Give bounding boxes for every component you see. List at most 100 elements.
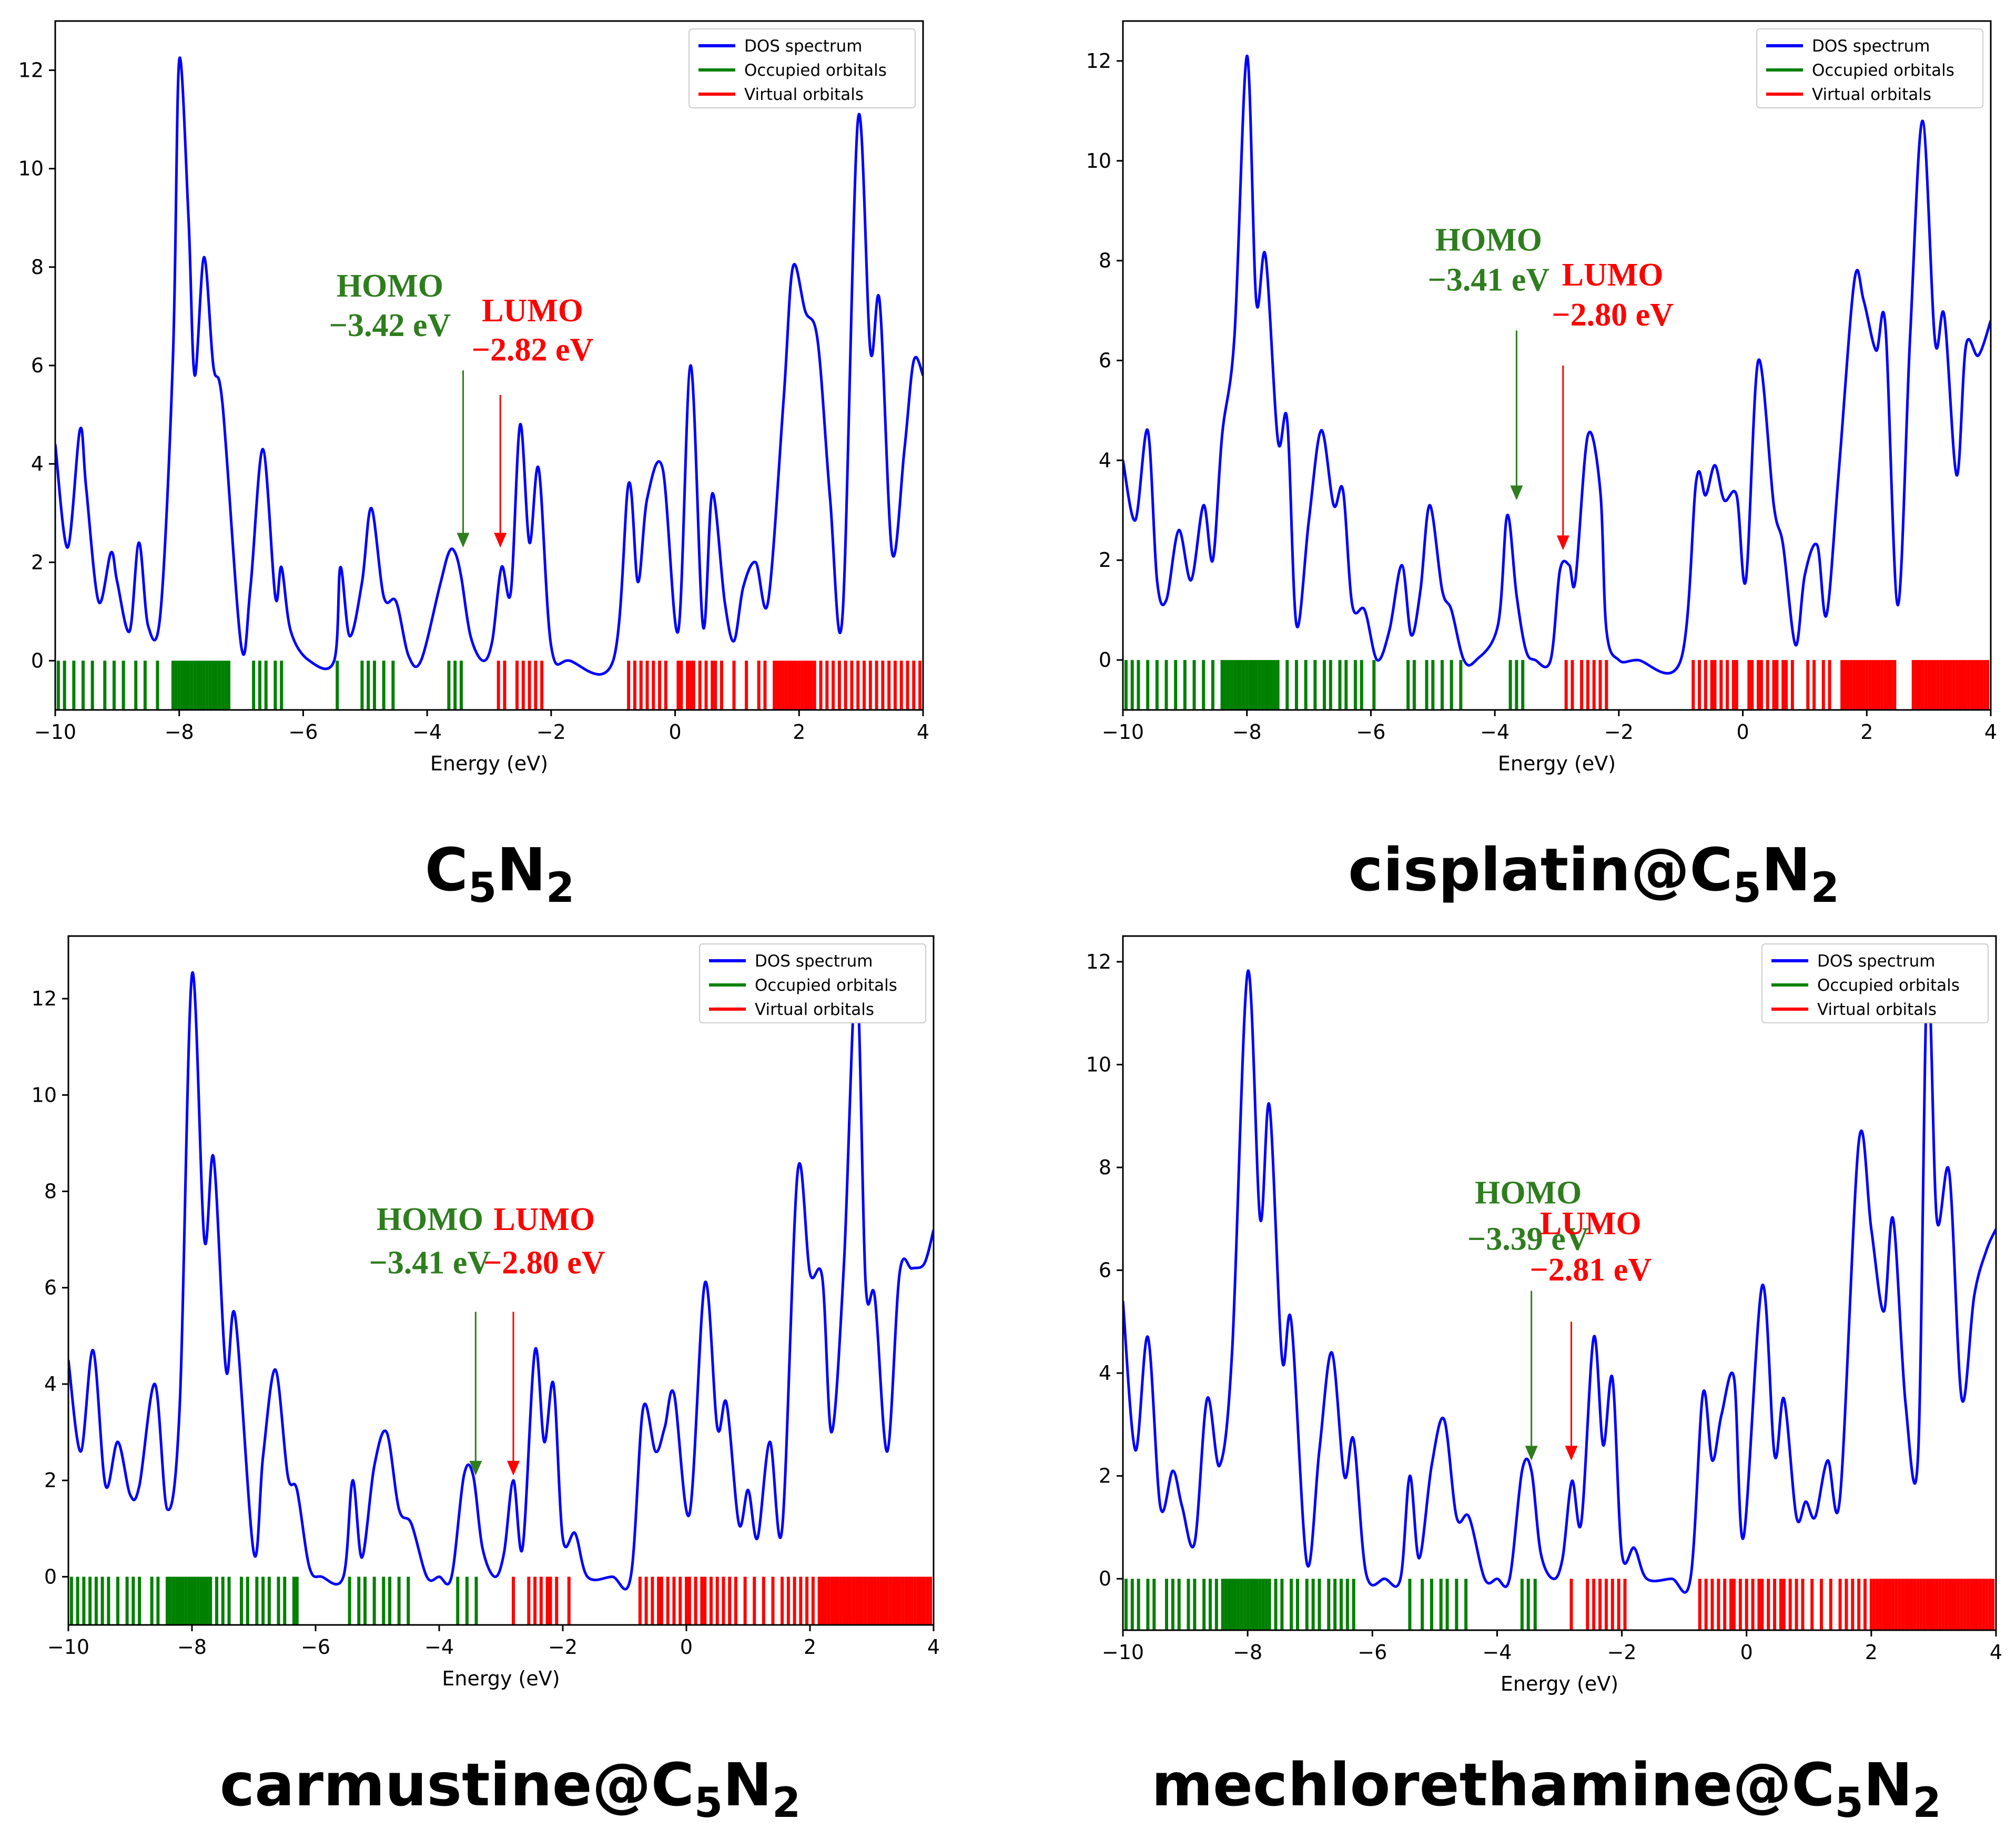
lumo-label: LUMO (1540, 1206, 1642, 1242)
y-tick-label: 4 (1099, 449, 1111, 472)
x-tick-label: −8 (1232, 720, 1262, 744)
lumo-arrow-head (1565, 1446, 1578, 1461)
y-tick-label: 10 (32, 1083, 57, 1106)
x-tick-label: −2 (1604, 720, 1634, 744)
y-tick-label: 2 (31, 551, 44, 574)
caption-main: C (1689, 836, 1733, 904)
y-tick-label: 12 (18, 59, 44, 82)
homo-label: HOMO (1435, 222, 1542, 258)
homo-value: −3.41 eV (369, 1245, 491, 1280)
lumo-label: LUMO (1562, 257, 1664, 293)
caption-prefix: cisplatin@ (1348, 836, 1690, 904)
homo-value: −3.41 eV (1428, 262, 1550, 298)
legend-entry: Virtual orbitals (1812, 85, 1931, 104)
homo-arrow-head (1510, 485, 1523, 501)
homo-arrow-head (469, 1461, 482, 1476)
y-tick-label: 12 (1086, 49, 1111, 73)
x-axis-label: Energy (eV) (442, 1667, 560, 1690)
chart-panel-carmustine: −10 −8 −6 −4 −2 0 2 4 0 2 4 6 8 10 12 Energy (eV) DOS sp… (0, 915, 947, 1735)
lumo-value: −2.81 eV (1529, 1252, 1652, 1288)
legend-entry: Virtual orbitals (1817, 1000, 1937, 1019)
x-tick-label: 4 (1984, 720, 1997, 744)
homo-label: HOMO (377, 1202, 483, 1237)
x-tick-label: −10 (34, 720, 76, 744)
y-tick-label: 2 (1099, 548, 1111, 572)
y-tick-label: 4 (1099, 1361, 1111, 1385)
lumo-arrow-head (494, 533, 507, 548)
y-tick-label: 10 (1086, 149, 1111, 172)
dos-chart-cisplatin: −10 −8 −6 −4 −2 0 2 4 0 2 4 6 8 10 12 Energy (eV) DOS sp… (1086, 20, 1997, 775)
x-tick-label: 2 (1860, 720, 1873, 744)
lumo-value: −2.80 eV (483, 1245, 605, 1280)
y-tick-label: 8 (1099, 249, 1111, 272)
y-tick-label: 10 (18, 157, 44, 180)
caption-mid: N (723, 1751, 772, 1819)
x-tick-label: 2 (804, 1635, 816, 1659)
lumo-label: LUMO (493, 1202, 595, 1237)
caption-sub2: 2 (545, 864, 575, 912)
legend-entry: Occupied orbitals (744, 61, 887, 80)
dos-spectrum-line (55, 56, 923, 676)
legend-entry: DOS spectrum (755, 952, 873, 971)
chart-panel-cisplatin: −10 −8 −6 −4 −2 0 2 4 0 2 4 6 8 10 12 Energy (eV) DOS sp… (1068, 0, 2014, 820)
dos-chart-mechlorethamine: −10 −8 −6 −4 −2 0 2 4 0 2 4 6 8 10 12 Energy (eV) DOS sp… (1086, 935, 2002, 1695)
x-axis-label: Energy (eV) (1501, 1672, 1618, 1695)
caption-mid: N (497, 836, 546, 904)
plot-frame (67, 935, 935, 1626)
x-tick-label: 4 (1990, 1641, 2002, 1664)
y-tick-label: 0 (44, 1565, 57, 1588)
dos-spectrum-line (1123, 54, 1991, 675)
y-tick-label: 4 (31, 452, 44, 475)
legend-box (1756, 28, 1983, 108)
homo-arrow-head (457, 533, 470, 548)
dos-spectrum-line (68, 971, 934, 1591)
caption-sub2: 2 (772, 1779, 801, 1827)
y-tick-label: 0 (1099, 648, 1111, 672)
x-tick-label: 0 (1736, 720, 1749, 744)
caption-cisplatin: cisplatin@C5N2 (1147, 836, 2016, 909)
homo-value: −3.39 eV (1467, 1221, 1589, 1257)
legend-entry: Virtual orbitals (744, 85, 864, 104)
legend-entry: Occupied orbitals (1812, 61, 1954, 80)
dos-spectrum-line (1123, 967, 1996, 1594)
chart-panel-mechlorethamine: −10 −8 −6 −4 −2 0 2 4 0 2 4 6 8 10 12 Energy (eV) DOS sp… (1068, 915, 2014, 1735)
x-tick-label: −8 (165, 720, 194, 744)
x-tick-label: −10 (47, 1635, 89, 1659)
x-tick-label: −2 (1607, 1641, 1637, 1664)
x-tick-label: 4 (917, 720, 929, 744)
x-tick-label: −4 (412, 720, 442, 744)
caption-prefix: carmustine@ (219, 1751, 651, 1819)
legend-box (1761, 943, 1989, 1023)
x-axis-label: Energy (eV) (1498, 752, 1616, 775)
y-tick-label: 2 (1099, 1465, 1111, 1488)
caption-prefix: mechlorethamine@ (1151, 1751, 1792, 1819)
caption-carmustine: carmustine@C5N2 (63, 1751, 957, 1824)
legend-entry: DOS spectrum (1817, 952, 1936, 971)
x-tick-label: 0 (668, 720, 681, 744)
homo-label: HOMO (337, 268, 443, 304)
x-tick-label: −8 (177, 1635, 207, 1659)
y-tick-label: 8 (44, 1180, 57, 1203)
y-tick-label: 6 (1099, 349, 1111, 372)
x-tick-label: −4 (1480, 720, 1510, 744)
legend-entry: DOS spectrum (1812, 37, 1930, 56)
legend-entry: DOS spectrum (744, 37, 863, 56)
legend-entry: Occupied orbitals (755, 976, 897, 995)
y-tick-label: 12 (32, 987, 57, 1010)
lumo-arrow-head (507, 1461, 520, 1476)
caption-sub1: 5 (694, 1779, 723, 1827)
lumo-value: −2.82 eV (472, 332, 594, 368)
lumo-value: −2.80 eV (1552, 297, 1674, 333)
caption-sub1: 5 (468, 864, 497, 912)
homo-value: −3.42 eV (329, 308, 451, 343)
x-tick-label: 0 (680, 1635, 693, 1659)
caption-main: C (651, 1751, 694, 1819)
caption-mid: N (1863, 1751, 1913, 1819)
y-tick-label: 6 (44, 1276, 57, 1299)
x-tick-label: 4 (927, 1635, 940, 1659)
x-tick-label: −6 (1357, 1641, 1387, 1664)
homo-label: HOMO (1475, 1175, 1582, 1211)
x-tick-label: −4 (424, 1635, 454, 1659)
dos-chart-c5n2: −10 −8 −6 −4 −2 0 2 4 0 2 4 6 8 10 12 Energy (eV) DOS sp… (18, 20, 929, 775)
x-tick-label: −10 (1102, 720, 1144, 744)
